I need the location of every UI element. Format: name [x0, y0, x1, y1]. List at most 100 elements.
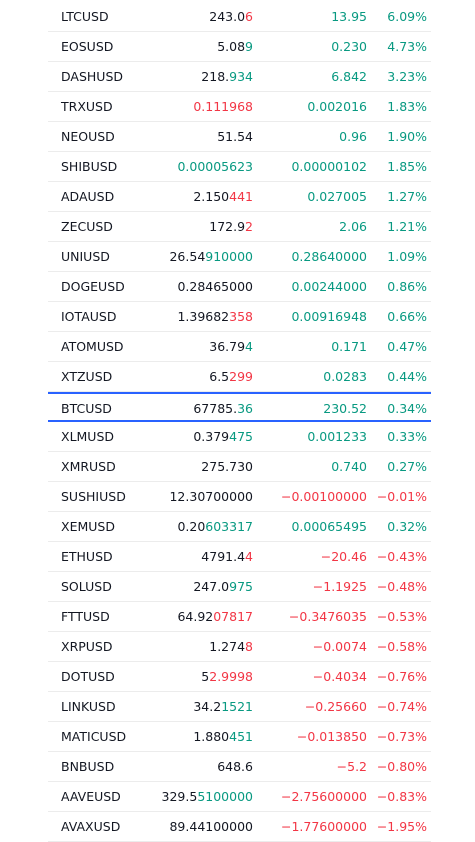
- last-price-base: 2.150: [193, 189, 230, 204]
- change-value: 0.027005: [307, 189, 367, 204]
- change-percent: −0.48%: [376, 579, 427, 594]
- change-value: 0.740: [331, 459, 367, 474]
- watchlist-row-avaxusd[interactable]: AVAXUSD 89.44100000 −1.77600000 −1.95%: [48, 812, 431, 842]
- change-value: 0.00244000: [291, 279, 367, 294]
- last-price-changed-digits: 2: [245, 219, 253, 234]
- symbol-label: SHIBUSD: [61, 159, 118, 174]
- symbol-label: ZECUSD: [61, 219, 113, 234]
- last-price-changed-digits: 1521: [221, 699, 253, 714]
- change-percent: 1.85%: [387, 159, 427, 174]
- watchlist-table: LTCUSD 243.06 13.95 6.09% EOSUSD 5.089 0.230 4.…: [48, 2, 431, 842]
- change-percent: 0.27%: [387, 459, 427, 474]
- last-price: 0.28465000: [177, 272, 253, 302]
- change-value: 13.95: [331, 9, 367, 24]
- change-percent: −0.58%: [376, 639, 427, 654]
- change-percent: −0.53%: [376, 609, 427, 624]
- change-percent: 4.73%: [387, 39, 427, 54]
- symbol-label: DOGEUSD: [61, 279, 125, 294]
- watchlist-row-ltcusd[interactable]: LTCUSD 243.06 13.95 6.09%: [48, 2, 431, 32]
- last-price-changed-digits: 975: [229, 579, 253, 594]
- change-percent: 1.21%: [387, 219, 427, 234]
- last-price: 0.111968: [193, 92, 253, 122]
- last-price-base: 218.: [201, 69, 230, 84]
- last-price-base: 51.54: [217, 129, 253, 144]
- change-percent: 1.09%: [387, 249, 427, 264]
- last-price: 2.150441: [193, 182, 253, 212]
- watchlist-row-shibusd[interactable]: SHIBUSD 0.00005623 0.00000102 1.85%: [48, 152, 431, 182]
- change-value: −2.75600000: [280, 789, 367, 804]
- watchlist-row-ethusd[interactable]: ETHUSD 4791.44 −20.46 −0.43%: [48, 542, 431, 572]
- watchlist-row-eosusd[interactable]: EOSUSD 5.089 0.230 4.73%: [48, 32, 431, 62]
- last-price: 36.794: [209, 332, 253, 362]
- watchlist-row-xtzusd[interactable]: XTZUSD 6.5299 0.0283 0.44%: [48, 362, 431, 392]
- change-value: −0.25660: [304, 699, 367, 714]
- last-price-base: 648.6: [217, 759, 253, 774]
- change-value: 0.00065495: [291, 519, 367, 534]
- watchlist-row-uniusd[interactable]: UNIUSD 26.54910000 0.28640000 1.09%: [48, 242, 431, 272]
- watchlist-row-xrpusd[interactable]: XRPUSD 1.2748 −0.0074 −0.58%: [48, 632, 431, 662]
- last-price: 4791.44: [201, 542, 253, 572]
- watchlist-row-sushiusd[interactable]: SUSHIUSD 12.30700000 −0.00100000 −0.01%: [48, 482, 431, 512]
- watchlist-row-solusd[interactable]: SOLUSD 247.0975 −1.1925 −0.48%: [48, 572, 431, 602]
- change-value: 0.28640000: [291, 249, 367, 264]
- watchlist-row-fttusd[interactable]: FTTUSD 64.9207817 −0.3476035 −0.53%: [48, 602, 431, 632]
- change-percent: −0.74%: [376, 699, 427, 714]
- watchlist-row-atomusd[interactable]: ATOMUSD 36.794 0.171 0.47%: [48, 332, 431, 362]
- change-value: 0.00000102: [291, 159, 367, 174]
- last-price-changed-digits: 0.111968: [193, 99, 253, 114]
- watchlist-row-xlmusd[interactable]: XLMUSD 0.379475 0.001233 0.33%: [48, 422, 431, 452]
- last-price-changed-digits: 934: [229, 69, 253, 84]
- last-price-base: 0.28465000: [177, 279, 253, 294]
- change-percent: 0.34%: [387, 401, 427, 416]
- watchlist-row-dashusd[interactable]: DASHUSD 218.934 6.842 3.23%: [48, 62, 431, 92]
- watchlist-row-maticusd[interactable]: MATICUSD 1.880451 −0.013850 −0.73%: [48, 722, 431, 752]
- change-percent: −0.73%: [376, 729, 427, 744]
- symbol-label: SUSHIUSD: [61, 489, 126, 504]
- last-price-base: 1.39682: [177, 309, 230, 324]
- watchlist-row-neousd[interactable]: NEOUSD 51.54 0.96 1.90%: [48, 122, 431, 152]
- watchlist-row-dotusd[interactable]: DOTUSD 52.9998 −0.4034 −0.76%: [48, 662, 431, 692]
- watchlist-row-btcusd[interactable]: BTCUSD 67785.36 230.52 0.34%: [48, 392, 431, 422]
- change-percent: 0.47%: [387, 339, 427, 354]
- last-price-base: 329.5: [161, 789, 198, 804]
- watchlist-row-xmrusd[interactable]: XMRUSD 275.730 0.740 0.27%: [48, 452, 431, 482]
- last-price-base: 0.20: [177, 519, 206, 534]
- symbol-label: AAVEUSD: [61, 789, 121, 804]
- change-value: −20.46: [320, 549, 367, 564]
- symbol-label: DOTUSD: [61, 669, 115, 684]
- watchlist-row-aaveusd[interactable]: AAVEUSD 329.55100000 −2.75600000 −0.83%: [48, 782, 431, 812]
- watchlist-row-adausd[interactable]: ADAUSD 2.150441 0.027005 1.27%: [48, 182, 431, 212]
- symbol-label: XMRUSD: [61, 459, 116, 474]
- watchlist-row-dogeusd[interactable]: DOGEUSD 0.28465000 0.00244000 0.86%: [48, 272, 431, 302]
- last-price-changed-digits: 475: [229, 429, 253, 444]
- watchlist-row-bnbusd[interactable]: BNBUSD 648.6 −5.2 −0.80%: [48, 752, 431, 782]
- last-price-changed-digits: 0.00005623: [177, 159, 253, 174]
- last-price-base: 275.730: [201, 459, 253, 474]
- watchlist-row-iotausd[interactable]: IOTAUSD 1.39682358 0.00916948 0.66%: [48, 302, 431, 332]
- symbol-label: TRXUSD: [61, 99, 113, 114]
- watchlist-row-linkusd[interactable]: LINKUSD 34.21521 −0.25660 −0.74%: [48, 692, 431, 722]
- last-price-changed-digits: 5100000: [197, 789, 253, 804]
- watchlist-row-xemusd[interactable]: XEMUSD 0.20603317 0.00065495 0.32%: [48, 512, 431, 542]
- watchlist-row-zecusd[interactable]: ZECUSD 172.92 2.06 1.21%: [48, 212, 431, 242]
- last-price-changed-digits: 6: [245, 9, 253, 24]
- last-price-base: 36.79: [209, 339, 246, 354]
- symbol-label: ADAUSD: [61, 189, 115, 204]
- last-price-base: 64.92: [177, 609, 214, 624]
- last-price-changed-digits: 8: [245, 639, 253, 654]
- last-price: 0.379475: [193, 422, 253, 452]
- change-percent: −0.76%: [376, 669, 427, 684]
- last-price-base: 12.30700000: [169, 489, 253, 504]
- last-price-base: 247.0: [193, 579, 230, 594]
- change-value: −0.00100000: [280, 489, 367, 504]
- symbol-label: ATOMUSD: [61, 339, 124, 354]
- change-value: −0.0074: [312, 639, 367, 654]
- symbol-label: XTZUSD: [61, 369, 113, 384]
- change-value: −5.2: [336, 759, 367, 774]
- change-percent: 1.27%: [387, 189, 427, 204]
- last-price: 64.9207817: [177, 602, 253, 632]
- last-price: 1.2748: [209, 632, 253, 662]
- last-price-changed-digits: 07817: [213, 609, 253, 624]
- last-price-changed-digits: 299: [229, 369, 253, 384]
- watchlist-row-trxusd[interactable]: TRXUSD 0.111968 0.002016 1.83%: [48, 92, 431, 122]
